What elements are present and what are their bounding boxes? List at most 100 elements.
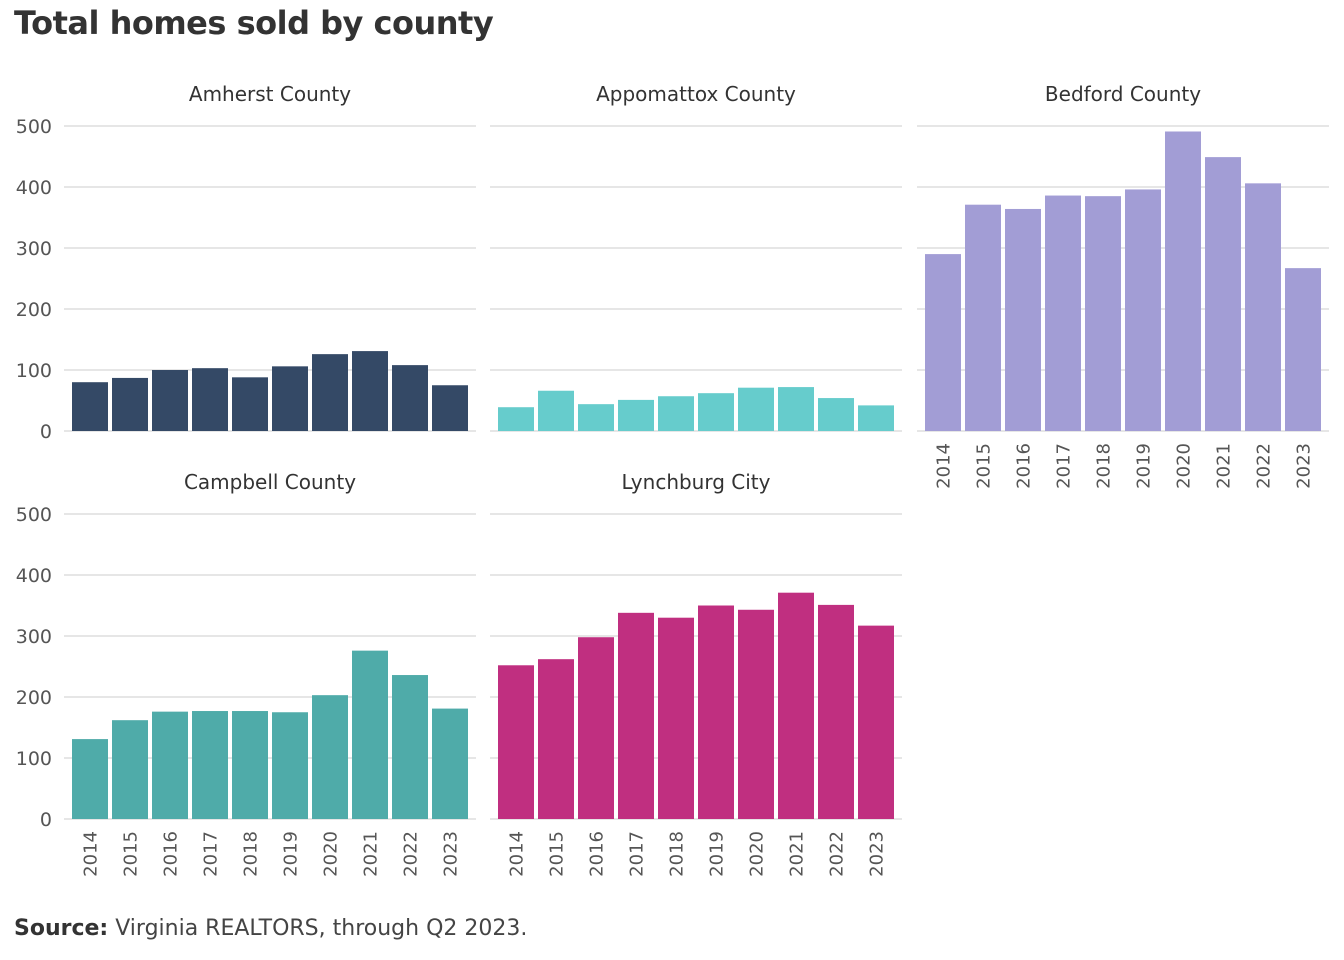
bar [152,711,188,819]
y-tick-label: 200 [16,687,52,709]
bar [818,398,854,431]
y-tick-label: 300 [16,626,52,648]
bar [498,407,534,431]
x-tick-label: 2022 [400,831,421,877]
bar [392,365,428,431]
x-tick-label: 2014 [933,443,954,489]
x-tick-label: 2015 [973,443,994,489]
bar [432,708,468,819]
bar [192,368,228,431]
panel-amherst-county: 0 100 200 300 400 500 Amherst County [16,82,476,443]
panel-lynchburg-city: Lynchburg City 2014 2015 2016 2017 2018 2019 20… [490,470,902,877]
y-tick-label: 100 [16,360,52,382]
panel-title: Appomattox County [596,82,796,106]
x-tick-label: 2021 [360,831,381,877]
x-tick-label: 2017 [200,831,221,877]
panel-appomattox-county: Appomattox County [490,82,902,432]
x-tick-label: 2019 [706,831,727,877]
panel-title: Lynchburg City [622,470,771,494]
bar [538,390,574,431]
x-tick-label: 2016 [1013,443,1034,489]
source-label: Source: [14,916,109,941]
y-tick-label: 500 [16,504,52,526]
y-tick-label: 200 [16,299,52,321]
bar [1005,208,1041,431]
x-tick-label: 2019 [1133,443,1154,489]
x-tick-label: 2022 [826,831,847,877]
bar [698,605,734,819]
bar [778,387,814,431]
bar [818,604,854,819]
bar [1245,183,1281,431]
panel-title: Amherst County [189,82,351,106]
x-tick-label: 2020 [320,831,341,877]
x-tick-label: 2015 [546,831,567,877]
bar [1165,131,1201,432]
y-tick-label: 500 [16,116,52,138]
x-tick-label: 2016 [160,831,181,877]
bar [738,609,774,819]
bar [352,650,388,819]
x-tick-label: 2022 [1253,443,1274,489]
x-tick-label: 2014 [506,831,527,877]
bar [925,254,961,431]
y-tick-label: 400 [16,565,52,587]
bar [858,405,894,431]
x-tick-label: 2018 [240,831,261,877]
panel-bedford-county: Bedford County 2014 2015 2016 2017 2018 2019 20… [917,82,1329,489]
bar [272,712,308,819]
y-tick-label: 0 [40,809,52,831]
bar [1125,189,1161,431]
bar [1045,195,1081,431]
bar [618,399,654,431]
x-tick-label: 2023 [1293,443,1314,489]
x-tick-label: 2023 [866,831,887,877]
bar [658,396,694,431]
x-tick-label: 2015 [120,831,141,877]
bar [232,377,268,431]
source-note: Source: Virginia REALTORS, through Q2 20… [14,916,527,941]
bar [658,617,694,819]
x-tick-label: 2021 [786,831,807,877]
bar [72,739,108,819]
source-text: Virginia REALTORS, through Q2 2023. [115,916,528,941]
panel-title: Bedford County [1045,82,1201,106]
y-tick-label: 300 [16,238,52,260]
bar [312,354,348,431]
bar [738,387,774,431]
x-tick-label: 2019 [280,831,301,877]
x-tick-label: 2020 [1173,443,1194,489]
page-title: Total homes sold by county [14,4,494,42]
panel-campbell-county: 0 100 200 300 400 500 Campbell County 2014 2015 2… [16,470,476,877]
bar [618,612,654,819]
panel-title: Campbell County [184,470,356,494]
bar [312,695,348,819]
bar [1085,196,1121,431]
bar [232,711,268,819]
bar [778,592,814,819]
bar [1205,157,1241,432]
x-tick-label: 2018 [1093,443,1114,489]
bar [272,366,308,431]
bar [72,382,108,431]
x-tick-label: 2014 [80,831,101,877]
bar [112,720,148,819]
bar [152,370,188,431]
bar [698,393,734,431]
x-tick-label: 2021 [1213,443,1234,489]
x-tick-label: 2017 [1053,443,1074,489]
bar [392,675,428,819]
bar [858,625,894,819]
x-tick-label: 2023 [440,831,461,877]
bar [538,659,574,819]
x-tick-label: 2017 [626,831,647,877]
bar [432,385,468,431]
bar [578,637,614,819]
bar [352,351,388,431]
y-tick-label: 100 [16,748,52,770]
y-tick-label: 0 [40,421,52,443]
bar [1285,268,1321,431]
y-tick-label: 400 [16,177,52,199]
x-tick-label: 2016 [586,831,607,877]
